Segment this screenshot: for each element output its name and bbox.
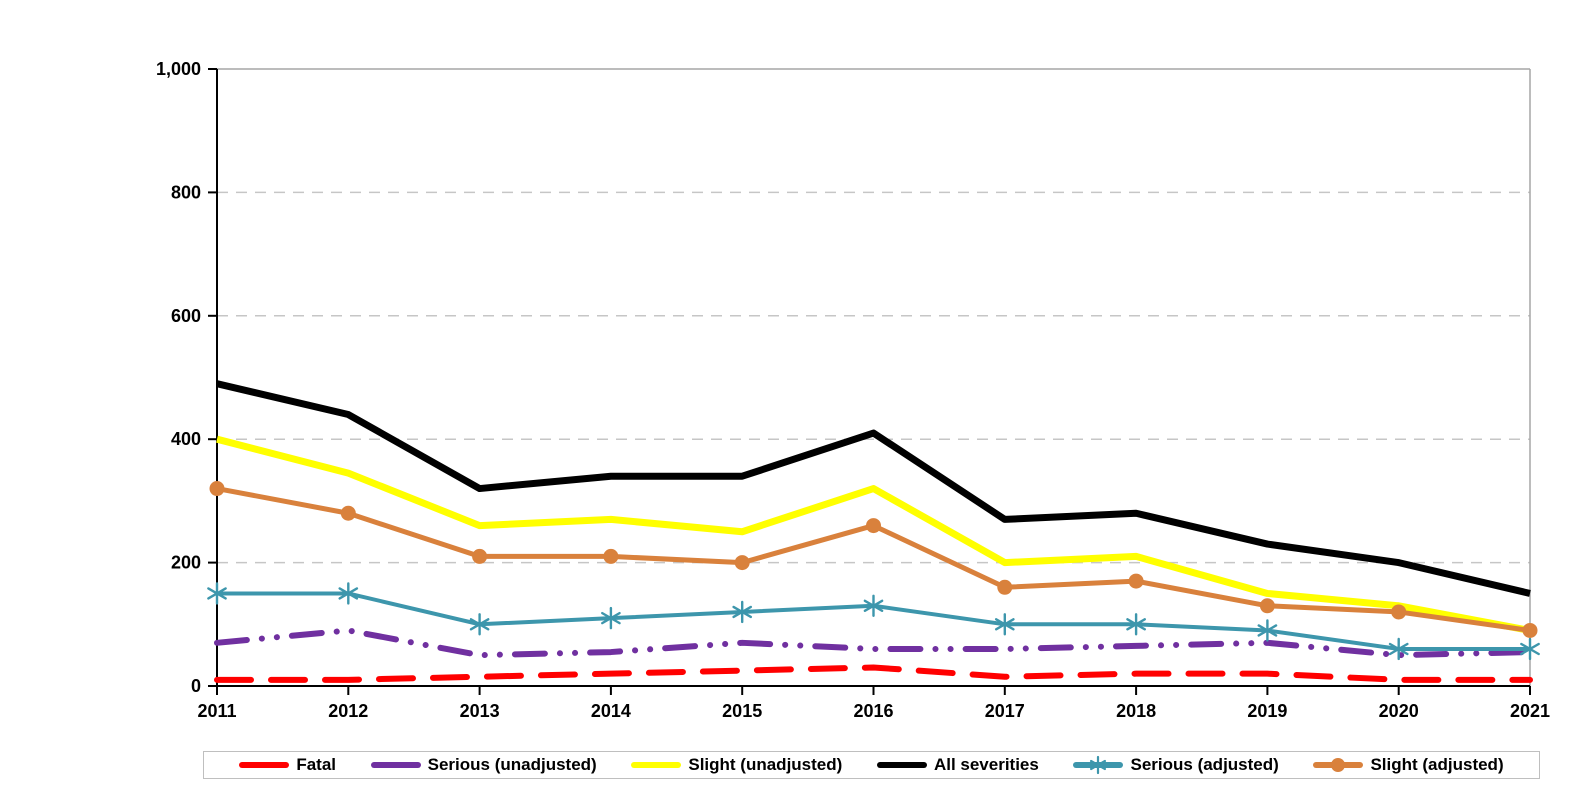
x-axis-tick-label: 2015 (722, 701, 762, 721)
series-line-all-severities (216, 380, 1531, 597)
legend-item-serious-unadjusted: Serious (unadjusted) (370, 755, 597, 775)
chart-legend: Fatal Serious (unadjusted) Slight (unadjus… (203, 751, 1540, 779)
legend-item-fatal: Fatal (239, 755, 336, 775)
series-all-severities (216, 380, 1531, 597)
series-line-slight-unadjusted (216, 435, 1531, 634)
y-axis-tick-label: 1,000 (156, 59, 201, 79)
x-axis-tick-label: 2013 (460, 701, 500, 721)
x-axis-tick-label: 2016 (853, 701, 893, 721)
series-line-fatal (214, 664, 1533, 683)
x-axis-tick-label: 2021 (1510, 701, 1550, 721)
legend-item-serious-adjusted: Serious (adjusted) (1073, 755, 1279, 775)
marker-circle (1391, 604, 1407, 620)
legend-label: Fatal (296, 755, 336, 774)
y-axis-tick-label: 400 (171, 429, 201, 449)
marker-circle (734, 555, 750, 571)
chart-plot-area: 0 200 400 600 800 1,000 2011 2012 2013 2014 2015 20… (156, 59, 1550, 721)
marker-circle (1522, 622, 1538, 638)
marker-asterisk (1257, 619, 1278, 642)
marker-asterisk (1520, 637, 1540, 661)
legend-label: Serious (adjusted) (1130, 755, 1279, 774)
series-slight-unadjusted (216, 435, 1531, 634)
marker-circle (472, 548, 488, 564)
legend-marker-asterisk (1090, 759, 1107, 771)
x-axis-tick-label: 2012 (328, 701, 368, 721)
x-axis-tick-label: 2018 (1116, 701, 1156, 721)
marker-circle (997, 579, 1013, 595)
marker-circle (340, 505, 356, 521)
legend-sample-slight-adjusted (1313, 758, 1364, 772)
legend-sample-fatal (239, 762, 290, 768)
series-fatal (214, 664, 1533, 683)
x-axis-tick-label: 2017 (985, 701, 1025, 721)
y-axis-tick-label: 0 (191, 676, 201, 696)
marker-asterisk (338, 582, 359, 605)
series-line-serious-unadjusted (214, 627, 1533, 659)
legend-item-all-severities: All severities (876, 755, 1039, 775)
marker-circle (603, 548, 619, 564)
legend-sample-serious-adjusted (1073, 755, 1124, 775)
series-serious-adjusted (207, 582, 1540, 661)
legend-label: All severities (933, 755, 1039, 774)
legend-marker-circle (1331, 758, 1346, 772)
x-axis-tick-label: 2020 (1379, 701, 1419, 721)
marker-circle (1259, 598, 1275, 614)
marker-asterisk (1126, 613, 1146, 636)
x-axis-tick-label: 2014 (591, 701, 631, 721)
legend-sample-slight-unadjusted (631, 762, 682, 768)
marker-asterisk (601, 606, 621, 630)
legend-sample-all-severities (876, 762, 927, 768)
marker-circle (209, 481, 225, 497)
legend-item-slight-unadjusted: Slight (unadjusted) (631, 755, 842, 775)
marker-circle (866, 518, 881, 534)
series-serious-unadjusted (214, 627, 1533, 659)
x-axis-tick-label: 2019 (1247, 701, 1287, 721)
legend-item-slight-adjusted: Slight (adjusted) (1313, 755, 1504, 775)
marker-asterisk (469, 613, 490, 636)
marker-asterisk (207, 582, 227, 605)
marker-circle (1128, 573, 1144, 589)
marker-asterisk (732, 600, 753, 624)
y-axis-tick-label: 200 (171, 553, 201, 573)
marker-asterisk (863, 594, 884, 617)
legend-label: Slight (unadjusted) (688, 755, 843, 774)
y-axis-tick-label: 600 (171, 306, 201, 326)
legend-label: Slight (adjusted) (1370, 755, 1504, 774)
series-slight-adjusted (209, 481, 1538, 638)
marker-asterisk (1388, 637, 1409, 661)
y-axis-tick-label: 800 (171, 182, 201, 202)
legend-label: Serious (unadjusted) (427, 755, 597, 774)
x-axis-tick-label: 2011 (197, 701, 236, 721)
marker-asterisk (994, 613, 1015, 636)
legend-sample-serious-unadjusted (370, 762, 421, 768)
